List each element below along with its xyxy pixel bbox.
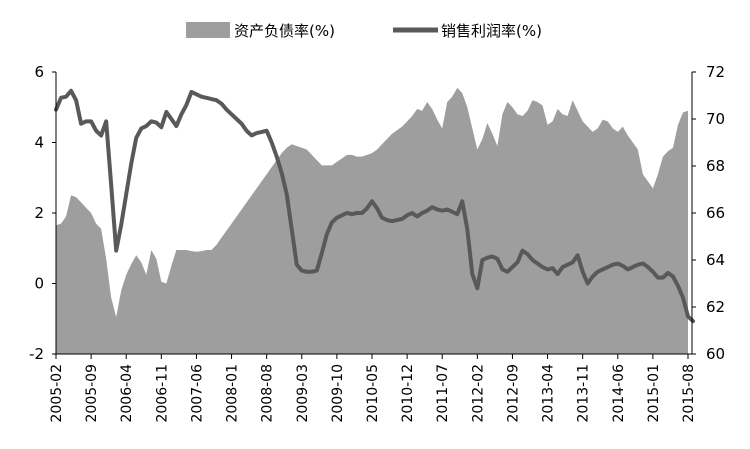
left-axis-ticks: -2 0 2 4 6 bbox=[29, 63, 56, 363]
left-tick-label: 2 bbox=[34, 204, 44, 222]
left-tick-label: -2 bbox=[29, 345, 44, 363]
x-tick-label: 2009-03 bbox=[295, 364, 311, 423]
left-tick-label: 4 bbox=[34, 134, 44, 152]
x-tick-label: 2010-12 bbox=[400, 364, 416, 423]
x-tick-label: 2011-07 bbox=[435, 364, 451, 423]
legend-swatch-area bbox=[186, 22, 230, 38]
x-tick-label: 2008-08 bbox=[260, 364, 276, 423]
x-tick-label: 2006-11 bbox=[154, 364, 170, 423]
x-tick-label: 2006-04 bbox=[119, 364, 135, 423]
right-tick-label: 68 bbox=[706, 157, 725, 175]
series-area-debt-ratio bbox=[56, 87, 688, 355]
x-tick-label: 2007-06 bbox=[189, 364, 205, 423]
left-tick-label: 6 bbox=[34, 63, 44, 81]
plot-area bbox=[54, 87, 696, 355]
x-tick-label: 2012-09 bbox=[505, 364, 521, 423]
x-tick-label: 2015-01 bbox=[646, 364, 662, 423]
legend-label-line: 销售利润率(%) bbox=[441, 22, 542, 40]
legend: 资产负债率(%) 销售利润率(%) bbox=[186, 22, 542, 40]
right-tick-label: 70 bbox=[706, 110, 725, 128]
x-tick-label: 2008-01 bbox=[225, 364, 241, 423]
x-tick-label: 2009-10 bbox=[330, 364, 346, 423]
x-tick-label: 2005-02 bbox=[49, 364, 65, 423]
x-tick-label: 2015-08 bbox=[681, 364, 697, 423]
right-tick-label: 62 bbox=[706, 298, 725, 316]
legend-label-area: 资产负债率(%) bbox=[234, 22, 335, 40]
right-tick-label: 60 bbox=[706, 345, 725, 363]
x-tick-label: 2012-02 bbox=[470, 364, 486, 423]
right-tick-label: 66 bbox=[706, 204, 725, 222]
right-tick-label: 64 bbox=[706, 251, 725, 269]
x-axis-ticks: 2005-02 2005-09 2006-04 2006-11 2007-06 2008-… bbox=[49, 354, 697, 423]
series-line-profit-margin bbox=[54, 88, 696, 324]
x-tick-label: 2013-04 bbox=[541, 364, 557, 423]
x-tick-label: 2014-06 bbox=[611, 364, 627, 423]
x-tick-label: 2005-09 bbox=[84, 364, 100, 423]
right-axis-ticks: 60 62 64 66 68 70 72 bbox=[692, 63, 725, 363]
axes: -2 0 2 4 6 60 62 64 66 68 70 72 2005-02 2005-09 2006… bbox=[29, 63, 725, 423]
left-tick-label: 0 bbox=[34, 275, 44, 293]
x-tick-label: 2010-05 bbox=[365, 364, 381, 423]
x-tick-label: 2013-11 bbox=[576, 364, 592, 423]
right-tick-label: 72 bbox=[706, 63, 725, 81]
